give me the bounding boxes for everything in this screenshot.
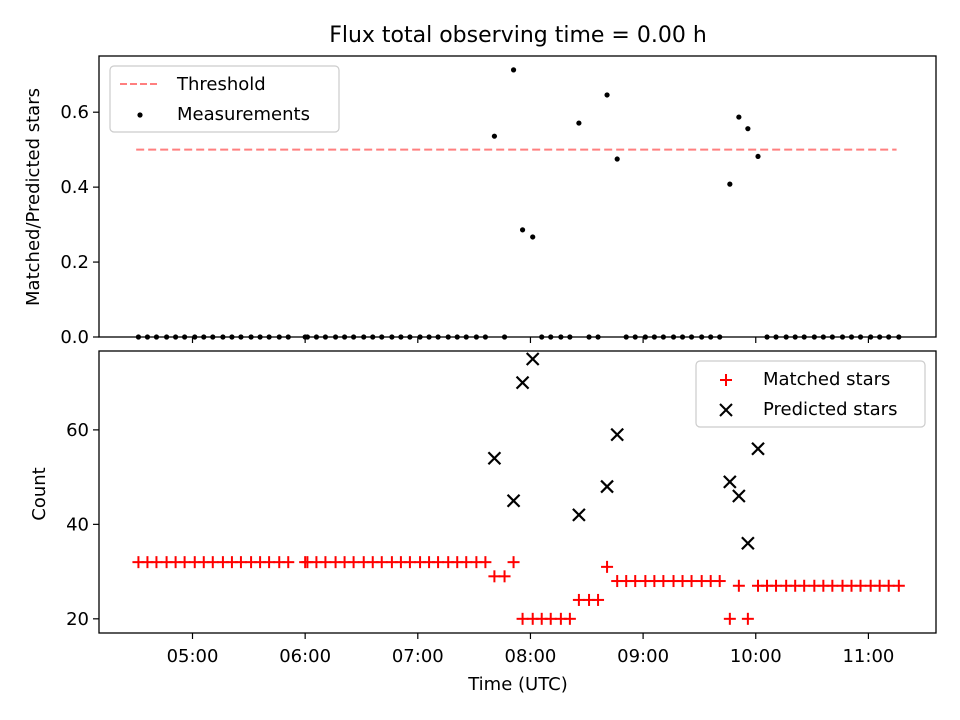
predicted-point xyxy=(751,442,765,456)
measurements-legend-label: Measurements xyxy=(177,104,310,125)
predicted-point xyxy=(515,375,530,390)
bottom-xtick-label: 11:00 xyxy=(842,646,894,667)
bottom-legend-box xyxy=(695,360,926,428)
bottom-axis-ticks: 20 40 60 05:00 06:00 07:00 08:00 09:00 10:00 11:0… xyxy=(66,420,894,667)
matched-point xyxy=(432,556,445,569)
matched-point xyxy=(882,579,895,592)
bottom-xtick-label: 08:00 xyxy=(505,646,557,667)
predicted-point xyxy=(600,479,614,494)
measurements-legend-swatch xyxy=(137,112,143,118)
matched-point xyxy=(460,556,473,569)
predicted-point xyxy=(741,536,755,551)
bottom-ylabel: Count xyxy=(29,467,50,520)
matched-legend-swatch xyxy=(720,374,732,386)
top-ytick-label: 0.2 xyxy=(60,252,89,273)
measurement-point xyxy=(745,126,751,132)
predicted-point xyxy=(610,427,624,442)
matched-point xyxy=(713,575,726,588)
matched-point xyxy=(854,579,867,592)
predicted-point xyxy=(723,475,737,489)
top-panel: Matched/Predicted stars 0.0 0.2 0.4 0.6 Thr… xyxy=(23,55,937,348)
predicted-point xyxy=(487,451,502,466)
measurement-point xyxy=(614,156,620,162)
measurement-point xyxy=(530,234,536,240)
matched-point xyxy=(403,556,416,569)
matched-point xyxy=(206,556,219,569)
measurement-point xyxy=(491,133,498,139)
matched-point xyxy=(592,593,605,606)
matched-point xyxy=(741,612,754,625)
matched-point xyxy=(572,593,585,606)
matched-point xyxy=(770,579,783,592)
bottom-axes-frame xyxy=(98,350,937,634)
measurement-point xyxy=(727,181,733,187)
figure-title: Flux total observing time = 0.00 h xyxy=(329,23,707,48)
matched-point xyxy=(488,570,501,583)
matched-point xyxy=(798,579,811,592)
bottom-xtick-label: 05:00 xyxy=(167,646,219,667)
measurement-point xyxy=(510,67,517,73)
predicted-point xyxy=(572,508,586,522)
matched-point xyxy=(479,556,492,569)
measurement-point xyxy=(755,153,761,160)
bottom-ytick-label: 20 xyxy=(66,609,89,630)
matched-point xyxy=(826,579,839,592)
bottom-xlabel: Time (UTC) xyxy=(467,674,568,695)
predicted-point xyxy=(732,489,746,503)
matched-point xyxy=(544,612,557,625)
matched-point xyxy=(178,556,191,569)
bottom-xtick-label: 06:00 xyxy=(279,646,331,667)
matched-legend-label: Matched stars xyxy=(763,369,890,390)
top-axes-frame xyxy=(98,55,937,338)
measurement-point xyxy=(576,120,582,126)
matched-point xyxy=(563,612,576,625)
matched-point xyxy=(892,579,905,592)
matched-point xyxy=(601,560,614,573)
matched-point xyxy=(282,556,295,569)
matched-point xyxy=(319,556,332,569)
matched-point xyxy=(498,570,511,583)
matched-point xyxy=(685,575,698,588)
top-ytick-label: 0.4 xyxy=(60,177,89,198)
bottom-xtick-label: 09:00 xyxy=(617,646,669,667)
measurement-point xyxy=(604,92,610,98)
predicted-legend-label: Predicted stars xyxy=(763,399,897,420)
top-legend: Threshold Measurements xyxy=(109,65,340,133)
matched-point xyxy=(657,575,670,588)
bottom-panel: Count Time (UTC) 20 40 60 05:00 06:00 07:00 08… xyxy=(29,350,937,695)
bottom-xtick-label: 10:00 xyxy=(730,646,782,667)
top-ytick-label: 0.0 xyxy=(60,327,89,348)
predicted-point xyxy=(525,352,540,366)
matched-point xyxy=(732,579,745,592)
top-ylabel: Matched/Predicted stars xyxy=(23,88,44,306)
top-ytick-label: 0.6 xyxy=(60,102,89,123)
measurement-point xyxy=(519,227,526,233)
bottom-legend: Matched stars Predicted stars xyxy=(695,360,926,428)
top-legend-box xyxy=(109,65,340,133)
bottom-ytick-label: 60 xyxy=(66,420,89,441)
measurement-point xyxy=(736,114,742,120)
matched-point xyxy=(507,556,520,569)
matched-point xyxy=(263,556,276,569)
matched-point xyxy=(723,612,736,625)
predicted-legend-swatch xyxy=(719,403,733,417)
matched-point xyxy=(516,612,529,625)
threshold-legend-label: Threshold xyxy=(176,74,266,95)
bottom-xtick-label: 07:00 xyxy=(392,646,444,667)
matched-point xyxy=(150,556,163,569)
bottom-plot-area xyxy=(132,352,905,625)
top-axis-ticks: 0.0 0.2 0.4 0.6 xyxy=(60,102,870,348)
predicted-point xyxy=(506,493,521,508)
bottom-ytick-label: 40 xyxy=(66,514,89,535)
matched-point xyxy=(629,575,642,588)
matched-point xyxy=(234,556,247,569)
matched-point xyxy=(347,556,360,569)
matched-point xyxy=(375,556,388,569)
